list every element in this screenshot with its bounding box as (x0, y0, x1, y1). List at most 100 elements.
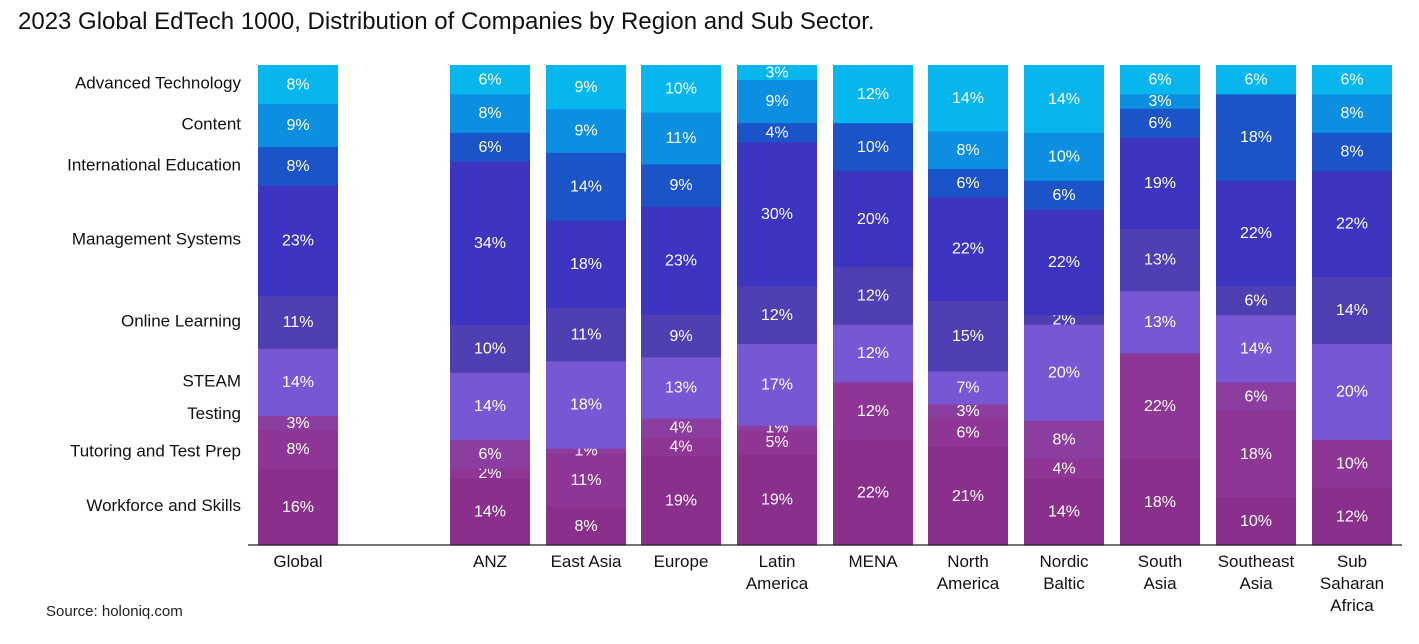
bar-segment-anz-management-systems (450, 161, 530, 325)
bar-segment-latin-america-management-systems (737, 141, 817, 287)
data-label-europe-management-systems: 23% (665, 253, 697, 270)
bar-segment-anz-advanced-technology (450, 65, 530, 95)
x-tick-label-south-asia: Asia (1143, 574, 1177, 593)
data-label-sub-saharan-africa-steam: 20% (1336, 384, 1368, 401)
data-label-latin-america-online-learning: 12% (761, 307, 793, 324)
data-label-south-asia-workforce-and-skills: 18% (1144, 494, 1176, 511)
data-label-mena-advanced-technology: 12% (857, 86, 889, 103)
data-label-east-asia-content: 9% (574, 123, 597, 140)
data-label-europe-workforce-and-skills: 19% (665, 493, 697, 510)
bar-segment-anz-international-education (450, 132, 530, 162)
data-label-anz-workforce-and-skills: 14% (474, 504, 506, 521)
data-label-east-asia-advanced-technology: 9% (574, 79, 597, 96)
data-label-latin-america-advanced-technology: 3% (765, 64, 788, 81)
bar-segment-europe-online-learning (641, 314, 721, 358)
legend-label-content: Content (181, 114, 241, 133)
data-label-nordic-baltic-content: 10% (1048, 148, 1080, 165)
data-label-anz-steam: 14% (474, 398, 506, 415)
bar-segment-southeast-asia-testing (1216, 381, 1296, 412)
data-label-anz-international-education: 6% (478, 139, 501, 156)
bar-segment-south-asia-advanced-technology (1120, 65, 1200, 95)
data-label-global-tutoring-and-test-prep: 8% (286, 441, 309, 458)
data-label-sub-saharan-africa-international-education: 8% (1340, 144, 1363, 161)
data-label-sub-saharan-africa-content: 8% (1340, 105, 1363, 122)
bar-segment-southeast-asia-online-learning (1216, 285, 1296, 316)
bar-segment-europe-workforce-and-skills (641, 455, 721, 546)
data-label-south-asia-tutoring-and-test-prep: 22% (1144, 398, 1176, 415)
bar-segment-southeast-asia-international-education (1216, 93, 1296, 181)
data-label-mena-steam: 12% (857, 345, 889, 362)
bar-segment-global-tutoring-and-test-prep (258, 429, 338, 469)
bar-segment-anz-content (450, 93, 530, 133)
source-note: Source: holoniq.com (46, 603, 183, 620)
legend-label-steam: STEAM (182, 371, 241, 390)
data-label-sub-saharan-africa-workforce-and-skills: 12% (1336, 508, 1368, 525)
bar-segment-anz-tutoring-and-test-prep (450, 468, 530, 479)
bar-segment-mena-international-education (833, 122, 913, 172)
data-label-nordic-baltic-international-education: 6% (1052, 187, 1075, 204)
bar-segment-north-america-testing (928, 403, 1008, 419)
bar-segment-anz-workforce-and-skills (450, 477, 530, 546)
data-label-nordic-baltic-testing: 8% (1052, 432, 1075, 449)
data-label-global-advanced-technology: 8% (286, 76, 309, 93)
bar-segment-east-asia-workforce-and-skills (546, 506, 626, 546)
legend-label-international-education: International Education (67, 155, 241, 174)
bar-segment-global-online-learning (258, 295, 338, 349)
bar-segment-anz-steam (450, 372, 530, 440)
bar-segment-north-america-online-learning (928, 300, 1008, 372)
data-label-europe-online-learning: 9% (669, 328, 692, 345)
data-label-anz-management-systems: 34% (474, 235, 506, 252)
data-label-latin-america-steam: 17% (761, 376, 793, 393)
bar-segment-global-content (258, 103, 338, 148)
x-tick-label-europe: Europe (654, 552, 709, 571)
data-label-nordic-baltic-workforce-and-skills: 14% (1048, 504, 1080, 521)
data-label-nordic-baltic-management-systems: 22% (1048, 254, 1080, 271)
bar-segment-anz-testing (450, 439, 530, 469)
bar-segment-sub-saharan-africa-tutoring-and-test-prep (1312, 439, 1392, 488)
x-tick-label-nordic-baltic: Nordic (1039, 552, 1089, 571)
bar-segment-latin-america-tutoring-and-test-prep (737, 429, 817, 455)
bar-segment-mena-management-systems (833, 170, 913, 268)
bar-segment-latin-america-online-learning (737, 285, 817, 344)
bar-segment-north-america-workforce-and-skills (928, 446, 1008, 546)
bar-segment-latin-america-international-education (737, 122, 817, 143)
data-label-east-asia-steam: 18% (570, 397, 602, 414)
data-label-latin-america-workforce-and-skills: 19% (761, 492, 793, 509)
legend-label-management-systems: Management Systems (72, 230, 241, 249)
data-label-nordic-baltic-advanced-technology: 14% (1048, 91, 1080, 108)
data-label-north-america-international-education: 6% (956, 175, 979, 192)
bar-segment-anz-online-learning (450, 324, 530, 373)
bar-segment-mena-steam (833, 324, 913, 383)
x-tick-label-mena: MENA (848, 552, 898, 571)
data-label-north-america-steam: 7% (956, 380, 979, 397)
bar-segment-nordic-baltic-online-learning (1024, 314, 1104, 325)
data-label-south-asia-steam: 13% (1144, 314, 1176, 331)
x-tick-label-east-asia: East Asia (551, 552, 622, 571)
bar-segment-sub-saharan-africa-content (1312, 93, 1392, 133)
bar-segment-sub-saharan-africa-management-systems (1312, 170, 1392, 277)
legend-label-workforce-and-skills: Workforce and Skills (86, 496, 241, 515)
legend-label-tutoring-and-test-prep: Tutoring and Test Prep (70, 441, 241, 460)
data-label-mena-online-learning: 12% (857, 288, 889, 305)
bar-segment-east-asia-tutoring-and-test-prep (546, 452, 626, 507)
data-label-global-content: 9% (286, 117, 309, 134)
bar-segment-southeast-asia-tutoring-and-test-prep (1216, 410, 1296, 498)
data-label-north-america-management-systems: 22% (952, 241, 984, 258)
bar-segment-nordic-baltic-testing (1024, 420, 1104, 460)
bar-segment-east-asia-content (546, 108, 626, 153)
bar-segment-north-america-management-systems (928, 196, 1008, 301)
bar-segment-global-advanced-technology (258, 65, 338, 104)
data-label-nordic-baltic-steam: 20% (1048, 364, 1080, 381)
bar-segment-north-america-content (928, 130, 1008, 170)
bar-segment-global-steam (258, 348, 338, 416)
data-label-sub-saharan-africa-online-learning: 14% (1336, 302, 1368, 319)
data-label-south-asia-management-systems: 19% (1144, 175, 1176, 192)
bar-segment-southeast-asia-advanced-technology (1216, 65, 1296, 95)
bar-segment-nordic-baltic-content (1024, 132, 1104, 181)
x-tick-label-north-america: North (947, 552, 989, 571)
data-label-global-workforce-and-skills: 16% (282, 499, 314, 516)
x-tick-label-nordic-baltic: Baltic (1043, 574, 1085, 593)
data-label-north-america-online-learning: 15% (952, 328, 984, 345)
x-tick-label-anz: ANZ (473, 552, 507, 571)
data-label-southeast-asia-tutoring-and-test-prep: 18% (1240, 446, 1272, 463)
